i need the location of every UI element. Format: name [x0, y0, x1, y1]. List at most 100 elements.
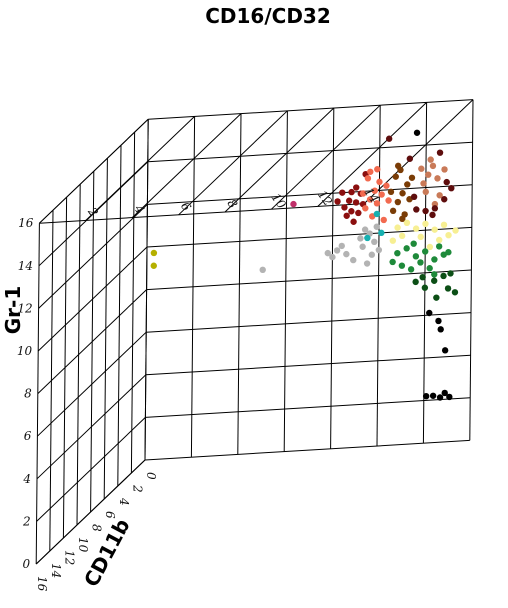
data-point [367, 169, 373, 175]
data-point [151, 263, 157, 269]
data-point [350, 257, 356, 263]
data-point [348, 208, 354, 214]
grid-line [131, 132, 134, 473]
grid-line [118, 145, 121, 486]
data-point [410, 240, 416, 246]
data-point [417, 259, 423, 265]
data-point [383, 183, 389, 189]
data-point [325, 250, 331, 256]
data-point [381, 217, 387, 223]
data-point [394, 250, 400, 256]
data-point [431, 256, 437, 262]
data-point [413, 225, 419, 231]
y-tick-label: 14 [18, 259, 33, 273]
data-point [444, 179, 450, 185]
y-tick-label: 10 [17, 344, 33, 358]
data-point [399, 233, 405, 239]
data-point [365, 175, 371, 181]
data-point [290, 201, 296, 207]
data-point [399, 262, 405, 268]
data-point [407, 156, 413, 162]
data-point [423, 189, 429, 195]
data-point [436, 237, 442, 243]
z-tick-label: 8 [90, 524, 104, 532]
data-point [353, 184, 359, 190]
data-point [446, 394, 452, 400]
data-point [395, 199, 401, 205]
data-point [344, 213, 350, 219]
grid-line [145, 440, 470, 460]
grid-line [50, 210, 53, 551]
data-point [441, 222, 447, 228]
data-point [369, 252, 375, 258]
data-point [374, 224, 380, 230]
data-point [422, 248, 428, 254]
data-point [412, 279, 418, 285]
z-tick-label: 0 [144, 472, 158, 480]
data-point [441, 196, 447, 202]
z-axis-title: CD11b [79, 515, 135, 591]
data-point [433, 294, 439, 300]
data-point [432, 205, 438, 211]
y-tick-label: 4 [22, 472, 31, 486]
data-point [376, 247, 382, 253]
data-point [395, 163, 401, 169]
z-tick-label: 12 [62, 550, 76, 565]
data-point [348, 189, 354, 195]
data-point [413, 206, 419, 212]
data-point [442, 347, 448, 353]
data-point [429, 212, 435, 218]
data-point [413, 253, 419, 259]
x-tick-label: 8 [224, 197, 240, 212]
data-point [425, 171, 431, 177]
x-tick-label: 2 [85, 204, 101, 219]
grid-line [77, 184, 80, 525]
data-point [445, 285, 451, 291]
z-tick-label: 4 [117, 497, 131, 506]
data-point [418, 166, 424, 172]
data-point [364, 260, 370, 266]
data-point [388, 189, 394, 195]
data-point [445, 249, 451, 255]
data-point [431, 278, 437, 284]
data-point [423, 393, 429, 399]
y-tick-label: 2 [22, 514, 31, 528]
z-tick-label: 10 [76, 537, 90, 553]
z-tick-label: 16 [35, 576, 49, 592]
data-point [390, 237, 396, 243]
data-point [418, 234, 424, 240]
data-point [341, 204, 347, 210]
y-tick-label: 8 [24, 387, 32, 401]
data-point [426, 265, 432, 271]
data-point [374, 211, 380, 217]
data-point [430, 163, 436, 169]
data-point [393, 173, 399, 179]
y-axis-title: Gr-1 [1, 286, 25, 335]
data-point [339, 243, 345, 249]
data-point [362, 205, 368, 211]
data-point [339, 189, 345, 195]
data-point [386, 136, 392, 142]
data-point [441, 166, 447, 172]
data-point [403, 245, 409, 251]
y-tick-label: 0 [23, 557, 31, 571]
grid-line [145, 398, 470, 418]
data-point [420, 180, 426, 186]
data-point [431, 271, 437, 277]
data-point [430, 393, 436, 399]
data-point [428, 156, 434, 162]
data-point [422, 221, 428, 227]
data-point [346, 198, 352, 204]
data-point [359, 244, 365, 250]
grid-lines [36, 100, 473, 564]
data-point [408, 266, 414, 272]
z-tick-label: 14 [49, 563, 63, 578]
grid-line [148, 142, 473, 162]
data-point [404, 181, 410, 187]
data-point [445, 232, 451, 238]
data-point [334, 247, 340, 253]
data-point [260, 267, 266, 273]
data-point [437, 149, 443, 155]
grid-line [104, 158, 107, 499]
